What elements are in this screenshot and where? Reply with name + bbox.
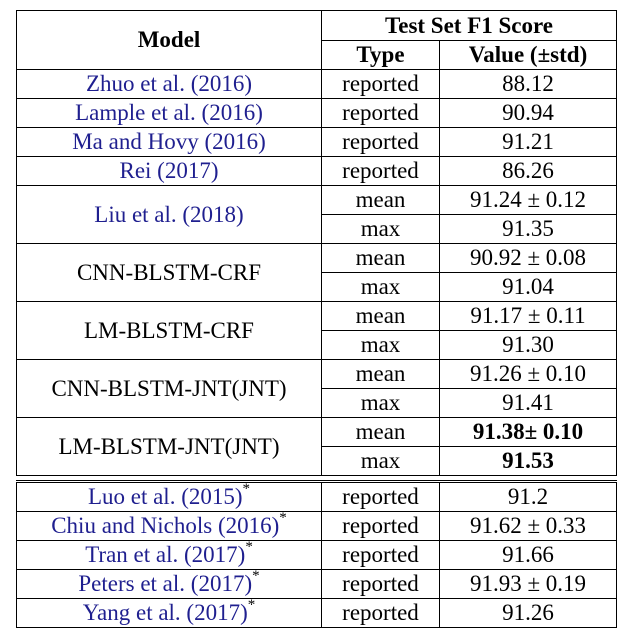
model-cell: Ma and Hovy (2016) [16, 127, 322, 157]
table-row: Luo et al. (2015)* reported 91.2 [16, 480, 618, 512]
table-row: max 91.53 [17, 446, 618, 476]
type-cell: reported [321, 511, 440, 541]
value-cell: 91.24 ± 0.12 [438, 185, 618, 215]
test-set-header: Test Set F1 Score [320, 10, 618, 41]
footnote-star: * [247, 597, 256, 614]
value-cell: 86.26 [438, 156, 618, 186]
header-row-2: Type Value (±std) [17, 40, 618, 70]
external-results-group: Luo et al. (2015)* reported 91.2 Chiu and N… [16, 480, 618, 628]
model-cell: Chiu and Nichols (2016)* [16, 510, 322, 541]
model-cell: Luo et al. (2015)* [16, 480, 322, 512]
type-cell: mean [321, 243, 440, 273]
table-row: Rei (2017) reported 86.26 [16, 156, 618, 186]
model-cell: Lample et al. (2016) [16, 98, 322, 128]
model-header: Model [16, 10, 322, 70]
footnote-star: * [252, 568, 260, 585]
type-cell: max [321, 330, 440, 360]
f1-score-table: Model Test Set F1 Score Type Value (±std… [16, 10, 618, 628]
table-row: max 91.41 [17, 388, 618, 418]
type-cell: max [321, 446, 440, 476]
table-row: CNN-BLSTM-JNT(JNT) mean 91.26 ± 0.10 [16, 359, 618, 418]
table-row: Peters et al. (2017)* reported 91.93 ± 0.1… [16, 568, 618, 599]
type-cell: reported [321, 480, 440, 512]
footnote-star: * [242, 481, 251, 498]
type-cell: mean [321, 301, 440, 331]
type-cell: mean [321, 359, 440, 389]
model-name: Luo et al. (2015) [87, 484, 243, 509]
value-cell: 91.26 ± 0.10 [438, 359, 618, 389]
model-cell: LM-BLSTM-JNT(JNT) [16, 417, 322, 476]
model-cell: Yang et al. (2017)* [16, 597, 322, 628]
model-cell: Peters et al. (2017)* [16, 568, 322, 599]
model-name: Peters et al. (2017) [78, 571, 253, 596]
value-cell: 91.66 [438, 540, 618, 570]
value-cell: 91.41 [438, 388, 618, 418]
model-cell: Rei (2017) [16, 156, 322, 186]
header-row-1: Model Test Set F1 Score [16, 10, 618, 70]
type-cell: mean [321, 185, 440, 215]
table-row: Liu et al. (2018) mean 91.24 ± 0.12 [16, 185, 618, 244]
type-cell: reported [321, 69, 440, 99]
table-row: Yang et al. (2017)* reported 91.26 [16, 597, 618, 628]
table-row: CNN-BLSTM-CRF mean 90.92 ± 0.08 [16, 243, 618, 302]
table-row: Chiu and Nichols (2016)* reported 91.62 ± … [16, 510, 618, 541]
model-cell: CNN-BLSTM-JNT(JNT) [16, 359, 322, 418]
table-row: Ma and Hovy (2016) reported 91.21 [16, 127, 618, 157]
type-cell: reported [321, 569, 440, 599]
model-cell: LM-BLSTM-CRF [16, 301, 322, 360]
type-cell: reported [321, 98, 440, 128]
type-cell: max [321, 214, 440, 244]
type-cell: max [321, 388, 440, 418]
value-cell: 91.53 [438, 446, 618, 476]
value-cell: 90.92 ± 0.08 [438, 243, 618, 273]
value-cell: 91.93 ± 0.19 [438, 569, 618, 599]
table-row: LM-BLSTM-CRF mean 91.17 ± 0.11 [16, 301, 618, 360]
value-cell: 91.38± 0.10 [438, 417, 618, 447]
value-cell: 91.04 [438, 272, 618, 302]
value-cell: 90.94 [438, 98, 618, 128]
type-cell: max [321, 272, 440, 302]
value-cell: 88.12 [438, 69, 618, 99]
type-header: Type [321, 40, 440, 70]
type-cell: reported [321, 156, 440, 186]
model-name: Yang et al. (2017) [82, 600, 248, 625]
type-cell: mean [321, 417, 440, 447]
model-cell: Liu et al. (2018) [16, 185, 322, 244]
value-header: Value (±std) [438, 40, 618, 70]
type-cell: reported [321, 540, 440, 570]
value-cell: 91.35 [438, 214, 618, 244]
table-row: Zhuo et al. (2016) reported 88.12 [16, 69, 618, 99]
value-cell: 91.21 [438, 127, 618, 157]
table-row: Lample et al. (2016) reported 90.94 [16, 98, 618, 128]
type-cell: reported [321, 598, 440, 628]
table-row: Tran et al. (2017)* reported 91.66 [16, 539, 618, 570]
main-results-group: Zhuo et al. (2016) reported 88.12 Lample et… [16, 69, 618, 476]
value-cell: 91.26 [438, 598, 618, 628]
model-cell: Zhuo et al. (2016) [16, 69, 322, 99]
value-cell: 91.62 ± 0.33 [438, 511, 618, 541]
model-name: Tran et al. (2017) [85, 542, 246, 567]
model-cell: CNN-BLSTM-CRF [16, 243, 322, 302]
model-name: Chiu and Nichols (2016) [51, 513, 280, 538]
table-row: LM-BLSTM-JNT(JNT) mean 91.38± 0.10 [16, 417, 618, 476]
results-table-container: Model Test Set F1 Score Type Value (±std… [16, 10, 618, 628]
value-cell: 91.2 [438, 480, 618, 512]
type-cell: reported [321, 127, 440, 157]
value-cell: 91.30 [438, 330, 618, 360]
model-cell: Tran et al. (2017)* [16, 539, 322, 570]
footnote-star: * [245, 539, 253, 556]
footnote-star: * [279, 510, 287, 527]
value-cell: 91.17 ± 0.11 [438, 301, 618, 331]
